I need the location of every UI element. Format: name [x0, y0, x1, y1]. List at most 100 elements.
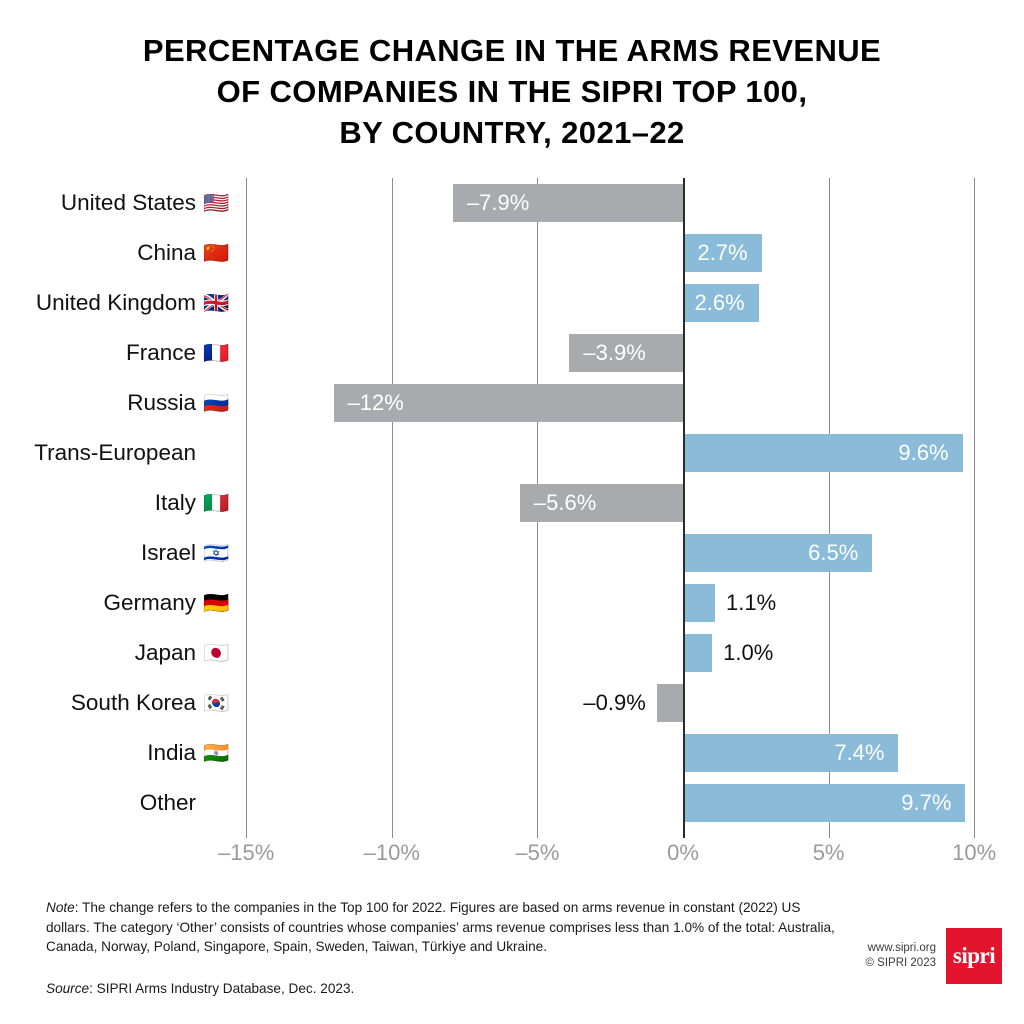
source-paragraph: Source: SIPRI Arms Industry Database, De… — [46, 979, 836, 999]
category-label-row: France 🇫🇷 — [0, 328, 240, 378]
title-line-1: PERCENTAGE CHANGE IN THE ARMS REVENUE — [142, 33, 882, 68]
bar-positive[interactable] — [683, 584, 716, 622]
category-name: United States — [60, 190, 196, 215]
category-label-row: United States 🇺🇸 — [0, 178, 240, 228]
category-label-row: United Kingdom 🇬🇧 — [0, 278, 240, 328]
category-name: Japan — [134, 640, 196, 665]
zero-axis-line — [683, 178, 685, 838]
flag-icon: 🇮🇳 — [203, 741, 230, 765]
category-label-row: Israel 🇮🇱 — [0, 528, 240, 578]
bar-row: –12% — [247, 378, 1000, 428]
bar-value-label: 9.7% — [901, 790, 952, 815]
category-name: United Kingdom — [35, 290, 196, 315]
bar-value-label: 7.4% — [834, 740, 885, 765]
category-name: Other — [139, 790, 196, 815]
bar-positive[interactable] — [683, 284, 759, 322]
bar-value-label: 9.6% — [898, 440, 949, 465]
bar-row: –3.9% — [247, 328, 1000, 378]
bar-row: 9.7% — [247, 778, 1000, 828]
source-text: : SIPRI Arms Industry Database, Dec. 202… — [89, 980, 355, 996]
bar-value-label: –5.6% — [533, 490, 597, 515]
bar-negative[interactable] — [519, 484, 683, 522]
title-line-2: OF COMPANIES IN THE SIPRI TOP 100, — [216, 74, 808, 109]
flag-icon: 🇷🇺 — [203, 391, 230, 415]
flag-icon: 🇰🇷 — [203, 691, 230, 715]
bar-positive[interactable] — [683, 634, 713, 672]
bar-value-label: –3.9% — [583, 340, 646, 365]
bar-positive[interactable] — [683, 234, 762, 272]
sipri-logo-block: www.sipri.org © SIPRI 2023 sipri — [866, 928, 1002, 984]
gridline-5 — [974, 178, 976, 838]
category-name: India — [147, 740, 196, 765]
bar-row: 9.6% — [247, 428, 1000, 478]
bar-negative[interactable] — [452, 184, 683, 222]
flag-icon: 🇮🇱 — [203, 541, 230, 565]
note-lead: Note — [46, 900, 75, 915]
bar-value-label: 1.0% — [723, 640, 774, 665]
bar-rows: –7.9% 2.7% 2.6% –3.9% –12% 9.6% –5.6% 6.5% 1.1% 1… — [247, 178, 1000, 838]
bar-value-label: –7.9% — [466, 190, 530, 215]
flag-icon: 🇯🇵 — [203, 641, 230, 665]
note-paragraph: Note: The change refers to the companies… — [46, 898, 836, 957]
bar-negative[interactable] — [569, 334, 683, 372]
bar-row: –7.9% — [247, 178, 1000, 228]
category-name: South Korea — [70, 690, 196, 715]
bar-row: –5.6% — [247, 478, 1000, 528]
title-line-3: BY COUNTRY, 2021–22 — [339, 115, 685, 150]
bar-positive[interactable] — [683, 434, 963, 472]
x-tick-label: 10% — [952, 840, 997, 865]
category-label-row: Japan 🇯🇵 — [0, 628, 240, 678]
bar-row: 1.1% — [247, 578, 1000, 628]
gridline-1 — [391, 178, 393, 838]
bar-positive[interactable] — [683, 534, 873, 572]
bar-row: –0.9% — [247, 678, 1000, 728]
bar-chart: United States 🇺🇸 China 🇨🇳 United Kingdom 🇬🇧 Fr… — [0, 178, 1024, 878]
footer: Note: The change refers to the companies… — [46, 898, 836, 998]
category-name: Trans-European — [34, 440, 196, 465]
note-text: : The change refers to the companies in … — [46, 900, 835, 954]
bar-row: 1.0% — [247, 628, 1000, 678]
bar-negative[interactable] — [333, 384, 683, 422]
category-label-row: Russia 🇷🇺 — [0, 378, 240, 428]
category-name: Germany — [103, 590, 196, 615]
category-name: Russia — [127, 390, 196, 415]
category-label-row: Germany 🇩🇪 — [0, 578, 240, 628]
flag-icon: 🇺🇸 — [203, 191, 230, 215]
bar-negative[interactable] — [656, 684, 683, 722]
bar-positive[interactable] — [683, 734, 899, 772]
category-label-column: United States 🇺🇸 China 🇨🇳 United Kingdom 🇬🇧 Fr… — [0, 178, 240, 838]
flag-icon: 🇩🇪 — [203, 591, 230, 615]
bar-row: 6.5% — [247, 528, 1000, 578]
bar-value-label: –0.9% — [583, 690, 646, 715]
sipri-logo-mark: sipri — [946, 928, 1002, 984]
category-label-row: China 🇨🇳 — [0, 228, 240, 278]
x-tick-label: 0% — [667, 840, 699, 865]
x-tick-label: –15% — [218, 840, 275, 865]
category-name: China — [137, 240, 196, 265]
page-title: PERCENTAGE CHANGE IN THE ARMS REVENUE OF… — [0, 0, 1024, 153]
bar-positive[interactable] — [683, 784, 966, 822]
website-url: www.sipri.org — [867, 942, 936, 954]
category-label-row: South Korea 🇰🇷 — [0, 678, 240, 728]
sipri-logo-label: sipri — [952, 943, 996, 968]
category-name: Italy — [154, 490, 196, 515]
category-label-row: India 🇮🇳 — [0, 728, 240, 778]
plot-area: –7.9% 2.7% 2.6% –3.9% –12% 9.6% –5.6% 6.5% 1.1% 1… — [246, 178, 1000, 838]
x-tick-label: –5% — [515, 840, 560, 865]
gridline-4 — [828, 178, 830, 838]
bar-value-label: 2.7% — [697, 240, 748, 265]
flag-icon: 🇫🇷 — [203, 341, 230, 365]
logo-text: www.sipri.org © SIPRI 2023 — [866, 941, 936, 971]
bar-value-label: 6.5% — [808, 540, 859, 565]
category-name: Israel — [140, 540, 196, 565]
flag-icon: 🇨🇳 — [203, 241, 230, 265]
bar-value-label: –12% — [347, 390, 404, 415]
category-label-row: Trans-European — [0, 428, 240, 478]
bar-value-label: 1.1% — [726, 590, 777, 615]
category-label-row: Italy 🇮🇹 — [0, 478, 240, 528]
x-axis-ticks: –15% –10% –5% 0% 5% 10% — [218, 840, 1000, 880]
flag-icon: 🇬🇧 — [203, 291, 230, 315]
category-label-row: Other — [0, 778, 240, 828]
bar-row: 2.7% — [247, 228, 1000, 278]
copyright-text: © SIPRI 2023 — [865, 957, 936, 969]
